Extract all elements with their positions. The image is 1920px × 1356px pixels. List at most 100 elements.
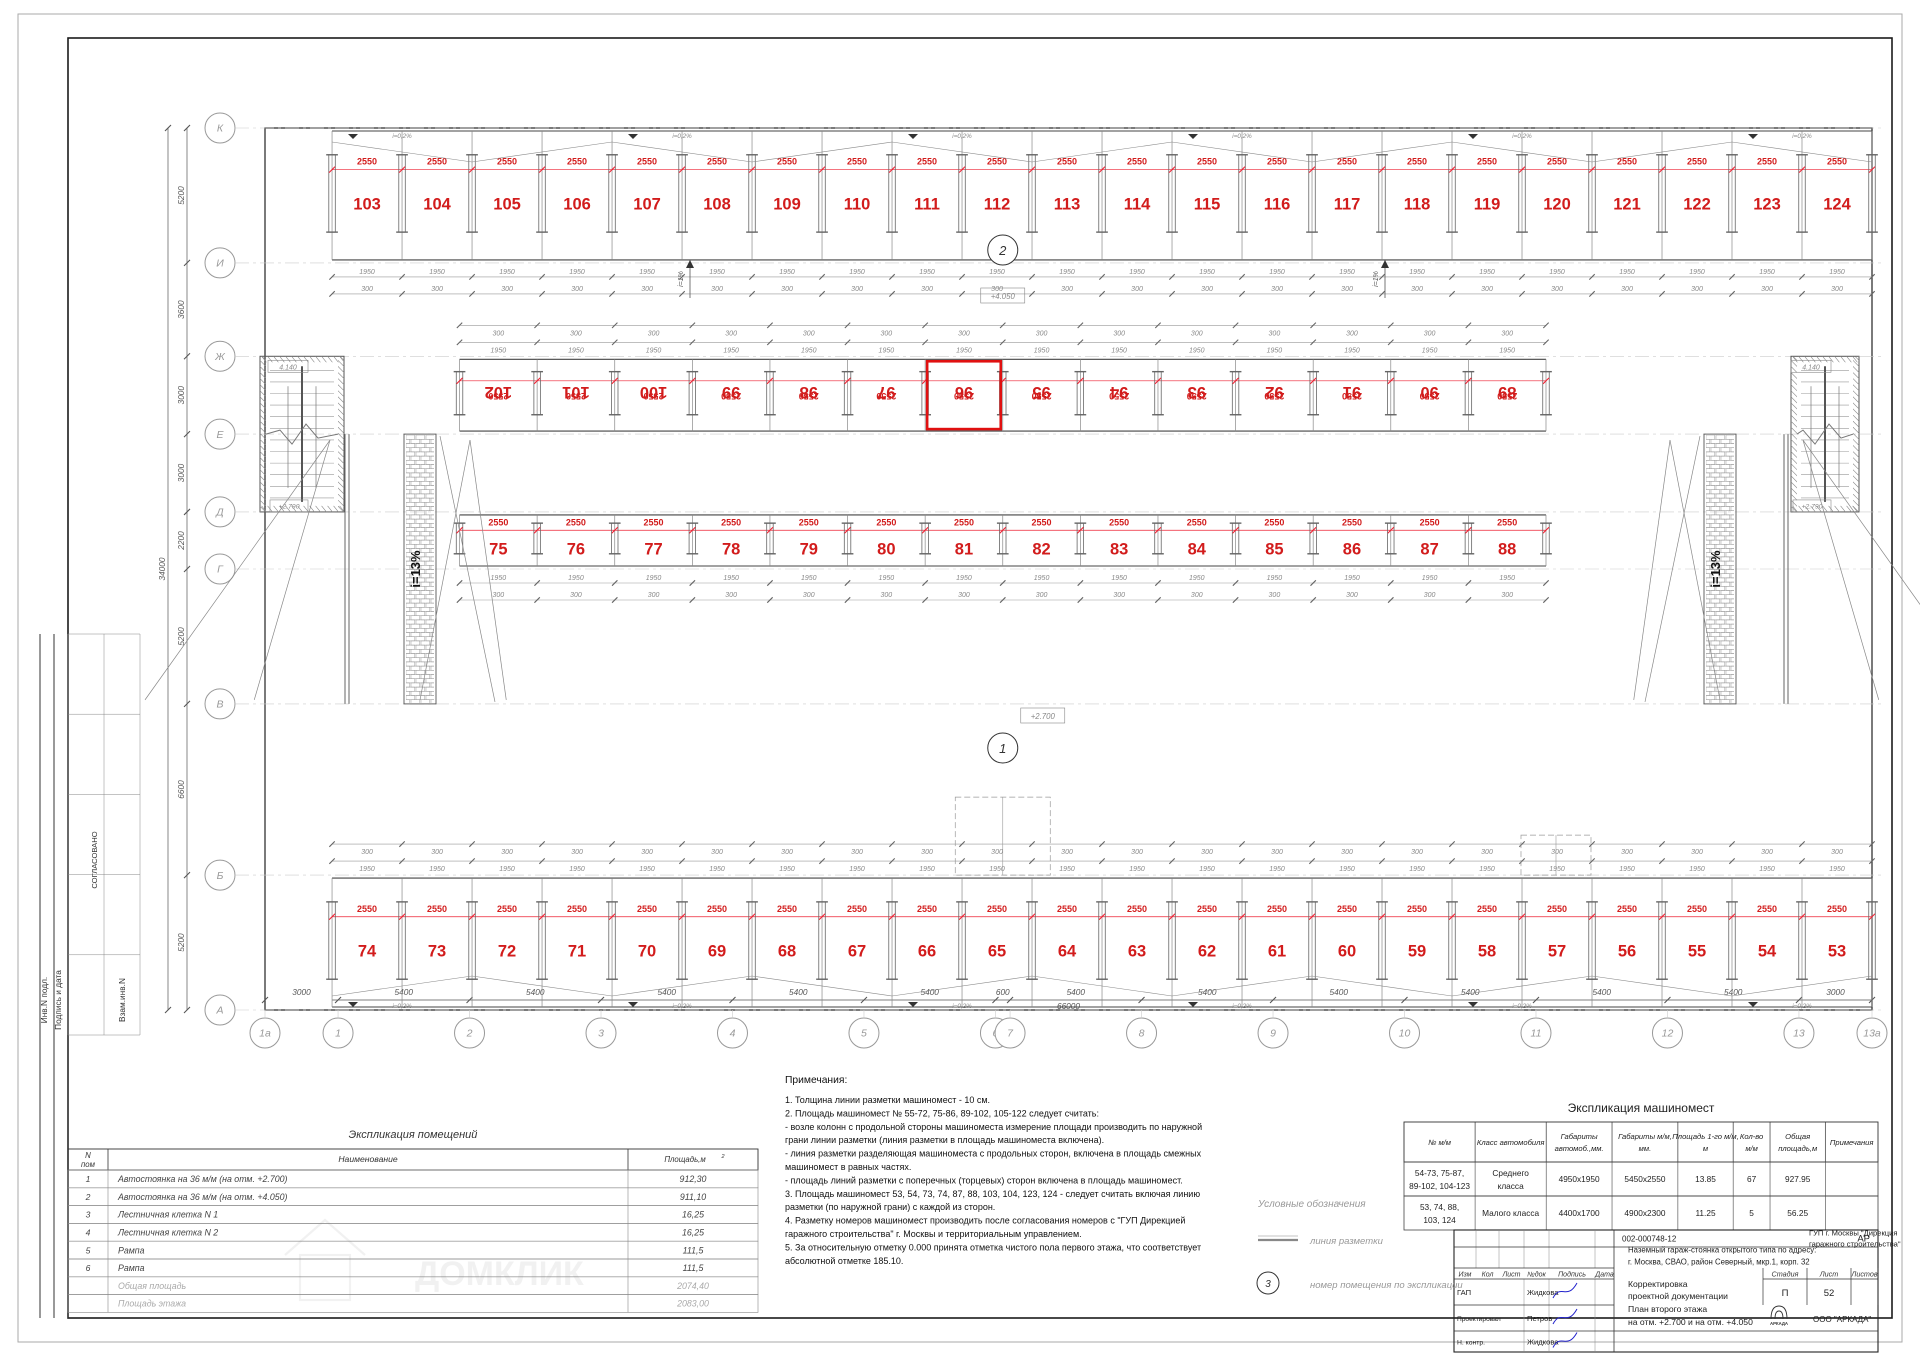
svg-text:2550: 2550 — [1267, 904, 1287, 914]
svg-text:1950: 1950 — [989, 269, 1005, 276]
svg-text:300: 300 — [571, 849, 583, 856]
svg-text:i=13%: i=13% — [1708, 550, 1723, 588]
svg-text:3: 3 — [598, 1028, 604, 1040]
svg-text:110: 110 — [844, 195, 871, 213]
svg-text:2550: 2550 — [1477, 157, 1497, 167]
svg-text:5: 5 — [861, 1028, 867, 1040]
svg-text:2550: 2550 — [488, 517, 508, 527]
svg-text:1950: 1950 — [1619, 269, 1635, 276]
svg-text:Д: Д — [215, 507, 224, 519]
svg-text:300: 300 — [361, 286, 373, 293]
svg-text:72: 72 — [498, 943, 516, 961]
svg-text:Габариты: Габариты — [1561, 1132, 1598, 1141]
svg-text:2550: 2550 — [497, 904, 517, 914]
svg-text:56: 56 — [1618, 943, 1636, 961]
svg-text:105: 105 — [493, 195, 521, 213]
svg-text:1950: 1950 — [646, 347, 662, 354]
svg-text:83: 83 — [1110, 540, 1128, 558]
svg-text:300: 300 — [881, 330, 893, 337]
svg-text:98: 98 — [800, 383, 818, 401]
svg-text:5400: 5400 — [658, 987, 677, 997]
svg-text:69: 69 — [708, 943, 726, 961]
svg-text:Экспликация помещений: Экспликация помещений — [349, 1129, 478, 1141]
svg-text:1950: 1950 — [956, 575, 972, 582]
svg-text:73: 73 — [428, 943, 446, 961]
svg-text:89: 89 — [1498, 383, 1516, 401]
svg-text:300: 300 — [1481, 849, 1493, 856]
svg-text:класса: класса — [1498, 1181, 1524, 1191]
svg-text:ГУП г. Москвы "Дирекция: ГУП г. Москвы "Дирекция — [1809, 1229, 1897, 1238]
svg-text:i=0,2%: i=0,2% — [1512, 1003, 1532, 1010]
svg-text:2550: 2550 — [637, 904, 657, 914]
svg-text:1950: 1950 — [1409, 866, 1425, 873]
svg-text:1950: 1950 — [569, 866, 585, 873]
svg-text:грани линии разметки (линия ра: грани линии разметки (линия разметки в п… — [785, 1135, 1104, 1145]
svg-text:1950: 1950 — [1111, 575, 1127, 582]
svg-text:300: 300 — [648, 330, 660, 337]
svg-text:300: 300 — [781, 849, 793, 856]
svg-text:- возле колонн с продольной ст: - возле колонн с продольной стороны маши… — [785, 1122, 1202, 1132]
svg-text:1950: 1950 — [568, 347, 584, 354]
svg-text:1950: 1950 — [1339, 866, 1355, 873]
svg-text:102: 102 — [485, 383, 513, 401]
svg-text:2550: 2550 — [1342, 517, 1362, 527]
svg-text:АРКАДА: АРКАДА — [1770, 1321, 1788, 1326]
svg-text:1950: 1950 — [491, 575, 507, 582]
svg-text:3. Площадь машиномест 53, 54,: 3. Площадь машиномест 53, 54, 73, 74, 87… — [785, 1189, 1200, 1199]
svg-text:112: 112 — [984, 195, 1011, 213]
svg-text:1950: 1950 — [1759, 866, 1775, 873]
svg-text:87: 87 — [1420, 540, 1438, 558]
svg-text:2550: 2550 — [357, 157, 377, 167]
svg-text:1: 1 — [86, 1174, 91, 1184]
svg-text:90: 90 — [1420, 383, 1438, 401]
svg-text:1950: 1950 — [491, 347, 507, 354]
svg-text:План второго этажа: План второго этажа — [1628, 1304, 1707, 1314]
svg-text:Подпись и дата: Подпись и дата — [53, 970, 63, 1030]
svg-text:1950: 1950 — [849, 269, 865, 276]
svg-text:А: А — [215, 1005, 223, 1017]
svg-text:1950: 1950 — [709, 269, 725, 276]
svg-text:68: 68 — [778, 943, 796, 961]
svg-text:2200: 2200 — [176, 531, 186, 551]
svg-text:1950: 1950 — [723, 347, 739, 354]
svg-text:1950: 1950 — [646, 575, 662, 582]
svg-text:116: 116 — [1264, 195, 1291, 213]
svg-text:2550: 2550 — [1497, 517, 1517, 527]
svg-text:2. Площадь машиномест № 55-72,: 2. Площадь машиномест № 55-72, 75-86, 89… — [785, 1108, 1099, 1118]
svg-text:56.25: 56.25 — [1787, 1208, 1808, 1218]
svg-text:линия разметки: линия разметки — [1309, 1236, 1384, 1247]
svg-text:2550: 2550 — [357, 904, 377, 914]
svg-text:300: 300 — [851, 849, 863, 856]
svg-text:118: 118 — [1404, 195, 1431, 213]
svg-text:107: 107 — [633, 195, 661, 213]
svg-text:2550: 2550 — [1197, 904, 1217, 914]
svg-text:1950: 1950 — [1034, 347, 1050, 354]
svg-text:Н. контр.: Н. контр. — [1457, 1340, 1485, 1347]
svg-text:Общая площадь: Общая площадь — [118, 1281, 186, 1291]
svg-text:300: 300 — [725, 330, 737, 337]
svg-text:84: 84 — [1188, 540, 1207, 558]
svg-text:108: 108 — [703, 195, 731, 213]
svg-text:64: 64 — [1058, 943, 1077, 961]
svg-text:2550: 2550 — [637, 157, 657, 167]
svg-text:4950х1950: 4950х1950 — [1559, 1174, 1600, 1184]
svg-text:104: 104 — [423, 195, 451, 213]
svg-text:i=0,2%: i=0,2% — [1792, 133, 1812, 140]
svg-text:13: 13 — [1793, 1028, 1805, 1040]
svg-text:2550: 2550 — [1827, 904, 1847, 914]
svg-text:300: 300 — [641, 286, 653, 293]
svg-text:117: 117 — [1334, 195, 1361, 213]
svg-text:автомоб.,мм.: автомоб.,мм. — [1555, 1144, 1604, 1153]
svg-text:АР: АР — [1857, 1234, 1870, 1245]
svg-text:77: 77 — [644, 540, 662, 558]
svg-text:5200: 5200 — [176, 627, 186, 646]
svg-text:1950: 1950 — [1267, 347, 1283, 354]
svg-text:i=0,2%: i=0,2% — [1512, 133, 1532, 140]
svg-text:300: 300 — [1831, 286, 1843, 293]
svg-text:2: 2 — [720, 1154, 724, 1160]
svg-text:300: 300 — [492, 592, 504, 599]
svg-text:2550: 2550 — [1187, 517, 1207, 527]
svg-text:1950: 1950 — [1422, 347, 1438, 354]
svg-text:Площадь этажа: Площадь этажа — [118, 1299, 186, 1309]
svg-text:Малого класса: Малого класса — [1482, 1208, 1539, 1218]
